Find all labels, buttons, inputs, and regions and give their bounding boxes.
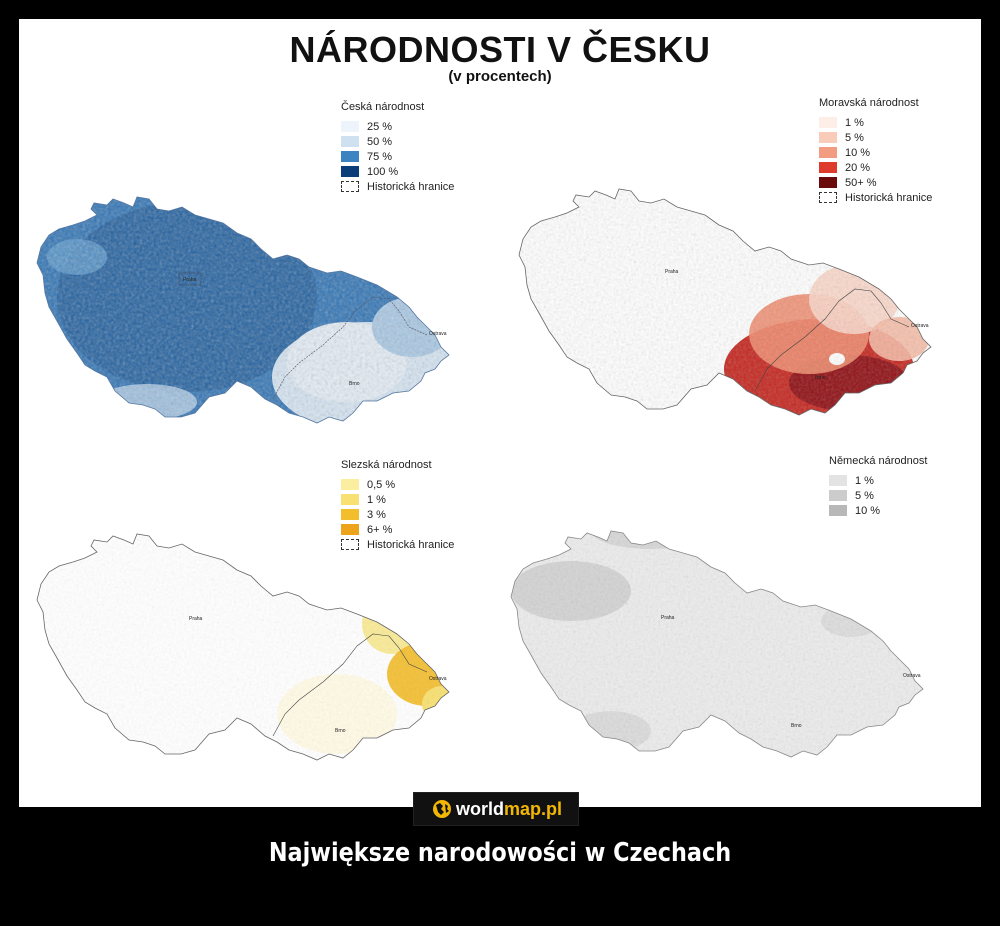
worldmap-logo[interactable]: world map.pl <box>413 792 579 826</box>
legend-swatch <box>341 166 359 177</box>
legend-label: 50+ % <box>845 176 877 189</box>
city-label-praha: Praha <box>189 616 203 622</box>
legend-item: 0,5 % <box>341 477 454 492</box>
legend-label: 5 % <box>845 131 864 144</box>
legend-item: Historická hranice <box>341 179 454 194</box>
legend-label: Historická hranice <box>845 191 933 204</box>
legend-item: 10 % <box>829 503 927 518</box>
legend-item: 100 % <box>341 164 454 179</box>
page-subtitle: (v procentech) <box>448 68 552 85</box>
legend-label: Historická hranice <box>367 180 455 193</box>
legend-swatch <box>341 121 359 132</box>
legend-item: 50+ % <box>819 175 932 190</box>
legend-item: 1 % <box>819 115 932 130</box>
legend-swatch <box>341 151 359 162</box>
globe-icon <box>432 800 451 818</box>
legend-item: 25 % <box>341 119 454 134</box>
czech-map: Praha Brno Ostrava <box>36 196 450 424</box>
legend-swatch <box>819 147 837 158</box>
legend-swatch <box>819 132 837 143</box>
legend-item: 10 % <box>819 145 932 160</box>
legend-label: 10 % <box>845 146 871 159</box>
legend-moravian: Moravská národnost 1 % 5 % 10 % 20 % 50+… <box>819 97 932 205</box>
legend-title: Moravská národnost <box>819 97 919 109</box>
legend-item: 1 % <box>341 492 454 507</box>
legend-item: Historická hranice <box>819 190 932 205</box>
legend-swatch <box>819 117 837 128</box>
city-label-brno: Brno <box>335 728 346 734</box>
german-map: Praha Brno Ostrava <box>510 530 924 758</box>
legend-swatch <box>341 479 359 490</box>
maps-svg: Praha Brno Ostrava Praha Brno Ostrava <box>36 188 932 761</box>
city-label-ostrava: Ostrava <box>429 331 447 337</box>
legend-swatch <box>819 162 837 173</box>
legend-swatch <box>341 494 359 505</box>
legend-title: Slezská národnost <box>341 459 432 471</box>
legend-swatch <box>341 136 359 147</box>
legend-item: Historická hranice <box>341 537 454 552</box>
logo-text-map: map.pl <box>503 798 562 819</box>
page-title: NÁRODNOSTI V ČESKU <box>289 29 711 70</box>
city-label-brno: Brno <box>791 723 802 729</box>
legend-label: 10 % <box>855 504 881 517</box>
legend-item: 6+ % <box>341 522 454 537</box>
legend-title: Německá národnost <box>829 455 928 467</box>
city-label-ostrava: Ostrava <box>429 676 447 682</box>
legend-swatch <box>341 539 359 550</box>
legend-item: 75 % <box>341 149 454 164</box>
legend-title: Česká národnost <box>341 101 425 113</box>
legend-label: 75 % <box>367 150 393 163</box>
city-label-praha: Praha <box>183 277 197 283</box>
city-label-praha: Praha <box>665 269 679 275</box>
legend-label: 1 % <box>367 493 386 506</box>
legend-label: 0,5 % <box>367 478 396 491</box>
legend-german: Německá národnost 1 % 5 % 10 % <box>829 455 927 518</box>
legend-label: 6+ % <box>367 523 393 536</box>
legend-swatch <box>829 475 847 486</box>
legend-swatch <box>829 505 847 516</box>
moravian-map: Praha Brno Ostrava <box>518 188 932 416</box>
legend-item: 5 % <box>829 488 927 503</box>
legend-item: 50 % <box>341 134 454 149</box>
legend-item: 3 % <box>341 507 454 522</box>
legend-silesian: Slezská národnost 0,5 % 1 % 3 % 6+ % His… <box>341 459 454 552</box>
city-label-brno: Brno <box>815 375 826 381</box>
legend-label: 50 % <box>367 135 393 148</box>
map-panel: NÁRODNOSTI V ČESKU (v procentech) <box>19 19 981 807</box>
legend-item: 20 % <box>819 160 932 175</box>
legend-label: 20 % <box>845 161 871 174</box>
city-label-praha: Praha <box>661 615 675 621</box>
legend-swatch <box>829 490 847 501</box>
legend-item: 1 % <box>829 473 927 488</box>
caption: Największe narodowości w Czechach <box>268 838 732 868</box>
legend-swatch <box>341 181 359 192</box>
legend-label: 1 % <box>855 474 874 487</box>
legend-czech: Česká národnost 25 % 50 % 75 % 100 % His… <box>341 101 454 194</box>
logo-text-world: world <box>455 798 504 819</box>
city-label-brno: Brno <box>349 381 360 387</box>
legend-label: 100 % <box>367 165 399 178</box>
legend-label: Historická hranice <box>367 538 455 551</box>
city-label-ostrava: Ostrava <box>911 323 929 329</box>
city-label-ostrava: Ostrava <box>903 673 921 679</box>
legend-swatch <box>341 524 359 535</box>
legend-swatch <box>819 192 837 203</box>
legend-swatch <box>819 177 837 188</box>
legend-label: 1 % <box>845 116 864 129</box>
legend-label: 3 % <box>367 508 386 521</box>
legend-swatch <box>341 509 359 520</box>
legend-label: 25 % <box>367 120 393 133</box>
legend-label: 5 % <box>855 489 874 502</box>
legend-item: 5 % <box>819 130 932 145</box>
